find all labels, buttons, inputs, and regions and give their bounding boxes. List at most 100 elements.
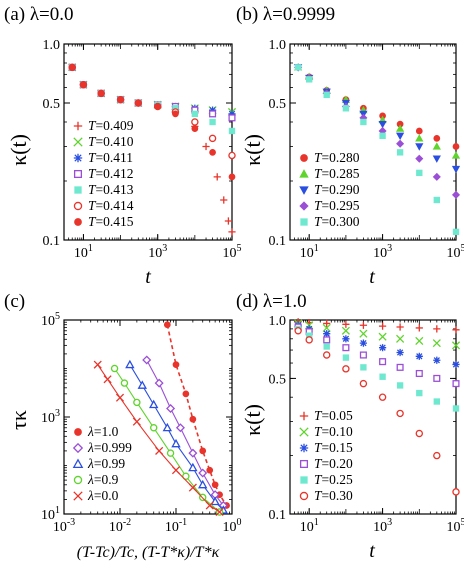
- data-point: [305, 321, 314, 330]
- legend-label: T=0.413: [88, 182, 134, 197]
- y-tick-label: 0.5: [43, 97, 61, 112]
- legend-marker: [299, 459, 309, 469]
- data-point: [379, 358, 387, 366]
- data-point: [110, 364, 119, 373]
- legend-marker: [299, 427, 309, 437]
- data-point: [432, 172, 441, 181]
- data-point: [433, 374, 441, 382]
- data-point: [323, 330, 331, 338]
- data-point: [433, 356, 441, 364]
- legend-marker: [72, 442, 84, 454]
- legend-marker: [73, 121, 83, 131]
- data-point: [452, 326, 460, 334]
- data-point: [323, 91, 330, 99]
- data-point: [208, 106, 217, 114]
- data-point: [359, 379, 368, 388]
- data-point: [452, 405, 460, 412]
- legend-label: λ=0.9: [87, 472, 119, 487]
- panel-d-ylabel: κ(t): [240, 404, 265, 436]
- data-point: [433, 398, 440, 405]
- data-point: [379, 132, 386, 140]
- y-tick-label: 0.1: [269, 508, 287, 523]
- panel-a-xlabel: t: [145, 266, 151, 288]
- series-0.300: [294, 64, 460, 236]
- panel-d: (d) λ=1.0 κ(t) t 101 103 105 1.0 0.5 0.1 T=0.…: [236, 291, 464, 562]
- data-point: [189, 415, 197, 423]
- legend-label: T=0.15: [314, 440, 353, 455]
- data-point: [182, 390, 190, 398]
- data-point: [191, 125, 199, 132]
- data-point: [97, 89, 105, 97]
- data-point: [198, 468, 208, 478]
- data-point: [228, 127, 236, 135]
- data-point: [415, 336, 424, 345]
- legend-label: λ=0.99: [87, 456, 125, 471]
- series-0.30: [294, 327, 460, 496]
- legend-entry: λ=0.0: [73, 488, 119, 503]
- legend-label: T=0.290: [314, 182, 360, 197]
- legend-entry: λ=0.999: [72, 440, 132, 455]
- data-point: [224, 217, 232, 225]
- legend-entry: T=0.20: [299, 456, 353, 471]
- legend-entry: T=0.411: [73, 150, 133, 165]
- data-point: [155, 446, 164, 455]
- data-point: [172, 361, 180, 369]
- legend-entry: T=0.415: [74, 214, 134, 229]
- data-point: [415, 429, 424, 438]
- data-point: [322, 351, 331, 359]
- data-point: [415, 134, 424, 142]
- data-point: [323, 336, 331, 344]
- data-point: [198, 479, 208, 489]
- data-point: [149, 399, 159, 409]
- data-point: [137, 380, 147, 389]
- data-point: [228, 114, 236, 122]
- data-point: [93, 360, 102, 369]
- data-point: [360, 118, 367, 126]
- data-point: [452, 380, 460, 388]
- series-1.0: [163, 321, 230, 509]
- legend-entry: T=0.10: [299, 424, 353, 439]
- x-tick-label: 105: [447, 243, 464, 261]
- x-tick-label: 103: [148, 243, 167, 261]
- data-point: [432, 339, 441, 348]
- panel-c: (c) τκ (T-Tc)/Tc, (T-T*κ)/T*κ 10-3 10-2 10…: [4, 291, 242, 561]
- panel-a-frame: [63, 43, 233, 241]
- data-point: [162, 422, 173, 432]
- panel-d-frame: [289, 319, 457, 515]
- legend-entry: T=0.414: [73, 198, 134, 213]
- legend-marker: [299, 169, 309, 178]
- data-point: [294, 64, 302, 71]
- data-point: [306, 76, 313, 83]
- panel-c-title: (c): [4, 291, 25, 312]
- data-point: [115, 393, 125, 402]
- legend-label: λ=1.0: [87, 424, 119, 439]
- panel-b-frame: [289, 43, 457, 241]
- data-point: [360, 364, 367, 371]
- data-point: [322, 323, 331, 333]
- data-point: [188, 462, 198, 472]
- series-0.411: [68, 63, 236, 118]
- legend-marker: [74, 186, 82, 194]
- series-0.10: [294, 319, 461, 350]
- legend-entry: T=0.413: [74, 182, 134, 197]
- data-point: [415, 154, 424, 163]
- data-point: [305, 336, 313, 344]
- data-point: [452, 143, 460, 150]
- data-point: [323, 343, 330, 350]
- series-0.25: [294, 325, 460, 412]
- data-point: [154, 103, 162, 110]
- panel-a-legend: T=0.409T=0.410T=0.411T=0.412T=0.413T=0.4…: [73, 118, 134, 229]
- x-tick-label: 105: [223, 243, 242, 261]
- series-0.0: [93, 360, 224, 517]
- legend-marker: [73, 169, 83, 179]
- data-point: [451, 151, 461, 159]
- data-point: [452, 360, 460, 369]
- y-tick-label: 0.1: [269, 234, 287, 249]
- legend-marker: [300, 218, 308, 226]
- legend-label: T=0.411: [88, 150, 133, 165]
- data-point: [202, 142, 210, 151]
- data-point: [359, 329, 368, 338]
- data-point: [120, 379, 129, 387]
